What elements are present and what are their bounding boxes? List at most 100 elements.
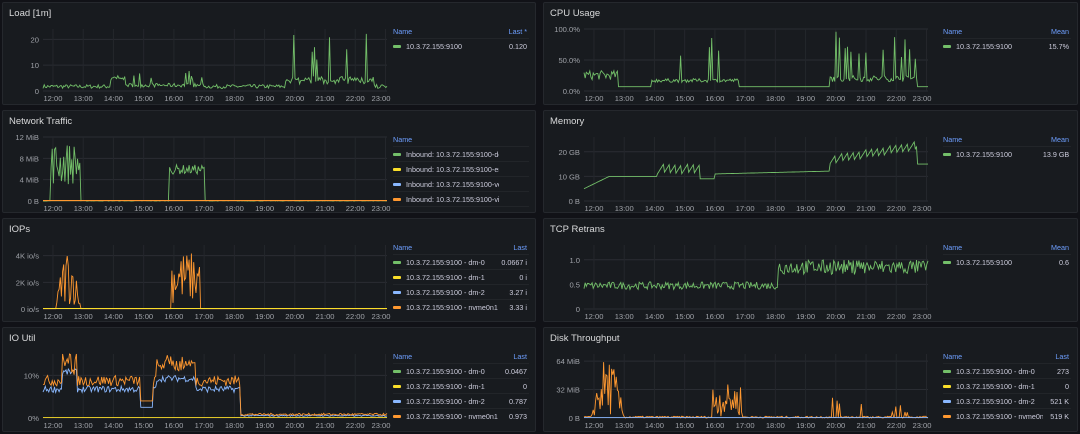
series-color-swatch bbox=[393, 385, 401, 389]
legend-header-value[interactable]: Last bbox=[1055, 352, 1069, 361]
legend-cpu[interactable]: Name Mean 10.3.72.155:9100 15.7% bbox=[943, 25, 1071, 53]
panel-tcp-retrans[interactable]: TCP Retrans 1.0 0.5 0 12:00 13:00 14:00 15:00 1… bbox=[543, 218, 1078, 322]
legend-row[interactable]: Inbound: 10.3.72.155:9100-virbr0-nic bbox=[393, 206, 529, 211]
legend-row[interactable]: 10.3.72.155:9100 - dm-0 0.0467 bbox=[393, 363, 529, 379]
legend-header-name[interactable]: Name bbox=[393, 27, 413, 36]
legend-series-value: 0 i bbox=[499, 269, 529, 285]
x-tick-label: 14:00 bbox=[104, 204, 123, 213]
panel-network-traffic[interactable]: Network Traffic 12 MiB 8 MiB 4 MiB 0 B 12:00… bbox=[2, 110, 536, 213]
series-line-green[interactable] bbox=[583, 31, 928, 88]
series-color-swatch bbox=[943, 415, 951, 419]
graph-load[interactable]: 20 10 0 12:00 13:00 14:00 15:00 16:00 17:00 18:00… bbox=[3, 25, 393, 103]
legend-header-name[interactable]: Name bbox=[393, 135, 413, 144]
legend-header-value[interactable]: Last * bbox=[508, 27, 527, 36]
legend-header-value[interactable]: Mean bbox=[1051, 243, 1069, 252]
graph-memory[interactable]: 20 GB 10 GB 0 B 12:00 13:00 14:00 15:00 16:00 17… bbox=[544, 133, 934, 213]
legend-header-value[interactable]: Last bbox=[513, 243, 527, 252]
legend-header-value[interactable]: Mean bbox=[1051, 135, 1069, 144]
x-tick-label: 12:00 bbox=[43, 421, 62, 430]
legend-row[interactable]: 10.3.72.155:9100 13.9 GB bbox=[943, 146, 1071, 161]
panel-io-util[interactable]: IO Util 10% 0% 12:00 13:00 14:00 15:00 16:00 17… bbox=[2, 327, 536, 432]
graph-cpu[interactable]: 100.0% 50.0% 0.0% 12:00 13:00 14:00 15:00 16:00… bbox=[544, 25, 934, 103]
legend-tcp[interactable]: Name Mean 10.3.72.155:9100 0.6 bbox=[943, 241, 1071, 269]
legend-disk[interactable]: Name Last 10.3.72.155:9100 - dm-0 273 10.3.7… bbox=[943, 350, 1071, 423]
legend-header-name[interactable]: Name bbox=[393, 243, 413, 252]
graph-tcp[interactable]: 1.0 0.5 0 12:00 13:00 14:00 15:00 16:00 17:00 18:… bbox=[544, 241, 934, 321]
x-tick-label: 12:00 bbox=[43, 204, 62, 213]
legend-series-value: 519 K bbox=[1042, 408, 1071, 423]
legend-row[interactable]: 10.3.72.155:9100 - dm-1 0 bbox=[943, 378, 1071, 394]
x-tick-label: 17:00 bbox=[195, 421, 214, 430]
legend-row[interactable]: Inbound: 10.3.72.155:9100-eno1 bbox=[393, 161, 529, 177]
legend-row[interactable]: Inbound: 10.3.72.155:9100-docker0 bbox=[393, 146, 529, 162]
legend-ioutil[interactable]: Name Last 10.3.72.155:9100 - dm-0 0.0467 10.… bbox=[393, 350, 529, 423]
series-line-green[interactable] bbox=[583, 140, 928, 190]
graph-canvas[interactable]: 20 10 0 12:00 13:00 14:00 15:00 16:00 17:00 18:00… bbox=[3, 25, 393, 103]
series-line-green[interactable] bbox=[42, 33, 388, 90]
x-tick-label: 23:00 bbox=[371, 312, 390, 321]
panel-memory[interactable]: Memory 20 GB 10 GB 0 B 12:00 13:00 14:00 15:00… bbox=[543, 110, 1078, 213]
legend-header-value[interactable] bbox=[499, 133, 529, 147]
legend-header-name[interactable]: Name bbox=[943, 27, 963, 36]
graph-disk[interactable]: 64 MiB 32 MiB 0 B 12:00 13:00 14:00 15:00 16:00… bbox=[544, 350, 934, 430]
legend-series-value: 13.9 GB bbox=[1042, 146, 1071, 161]
series-color-swatch bbox=[393, 276, 401, 280]
legend-load[interactable]: Name Last * 10.3.72.155:9100 0.120 bbox=[393, 25, 529, 53]
graph-canvas[interactable]: 12 MiB 8 MiB 4 MiB 0 B 12:00 13:00 14:00 15:00 1… bbox=[3, 133, 393, 213]
graph-canvas[interactable]: 20 GB 10 GB 0 B 12:00 13:00 14:00 15:00 16:00 17… bbox=[544, 133, 934, 213]
series-line-orange[interactable] bbox=[42, 353, 388, 417]
legend-row[interactable]: Inbound: 10.3.72.155:9100-vethecff7a6 bbox=[393, 176, 529, 192]
panel-load[interactable]: Load [1m] 20 10 0 12:00 13:00 14:00 15:00 16:00… bbox=[2, 2, 536, 105]
series-line-blue[interactable] bbox=[42, 367, 388, 417]
x-tick-label: 14:00 bbox=[645, 421, 664, 430]
graph-network[interactable]: 12 MiB 8 MiB 4 MiB 0 B 12:00 13:00 14:00 15:00 1… bbox=[3, 133, 393, 213]
legend-header-value[interactable]: Mean bbox=[1051, 27, 1069, 36]
legend-row[interactable]: 10.3.72.155:9100 - dm-2 521 K bbox=[943, 393, 1071, 409]
legend-row[interactable]: 10.3.72.155:9100 0.120 bbox=[393, 38, 529, 53]
legend-network[interactable]: Name Inbound: 10.3.72.155:9100-docker0 Inb… bbox=[393, 133, 529, 211]
legend-row[interactable]: 10.3.72.155:9100 0.6 bbox=[943, 254, 1071, 269]
graph-iops[interactable]: 4K io/s 2K io/s 0 io/s 12:00 13:00 14:00 15:00… bbox=[3, 241, 393, 321]
legend-header-name[interactable]: Name bbox=[393, 352, 413, 361]
legend-header-name[interactable]: Name bbox=[943, 352, 963, 361]
panel-iops[interactable]: IOPs 4K io/s 2K io/s 0 io/s 12:00 13:00 14:00… bbox=[2, 218, 536, 322]
legend-memory[interactable]: Name Mean 10.3.72.155:9100 13.9 GB bbox=[943, 133, 1071, 161]
series-line-green[interactable] bbox=[42, 145, 388, 202]
legend-row[interactable]: 10.3.72.155:9100 - nvme0n1 0.973 bbox=[393, 408, 529, 423]
legend-series-name: 10.3.72.155:9100 - nvme0n1 bbox=[406, 411, 498, 421]
legend-row[interactable]: 10.3.72.155:9100 - dm-1 0 i bbox=[393, 269, 529, 285]
graph-canvas[interactable]: 64 MiB 32 MiB 0 B 12:00 13:00 14:00 15:00 16:00… bbox=[544, 350, 934, 430]
panel-title: Load [1m] bbox=[9, 8, 52, 19]
legend-row[interactable]: 10.3.72.155:9100 15.7% bbox=[943, 38, 1071, 53]
x-tick-label: 15:00 bbox=[675, 312, 694, 321]
legend-header-value[interactable]: Last bbox=[513, 352, 527, 361]
graph-canvas[interactable]: 4K io/s 2K io/s 0 io/s 12:00 13:00 14:00 15:00… bbox=[3, 241, 393, 321]
graph-canvas[interactable]: 1.0 0.5 0 12:00 13:00 14:00 15:00 16:00 17:00 18:… bbox=[544, 241, 934, 321]
y-tick-label: 0.0% bbox=[563, 87, 581, 96]
legend-header-name[interactable]: Name bbox=[943, 243, 963, 252]
graph-canvas[interactable]: 100.0% 50.0% 0.0%12:00 13:00 14:00 15:00 16:00… bbox=[544, 25, 934, 103]
y-tick-label: 20 bbox=[31, 35, 39, 44]
series-line-orange[interactable] bbox=[43, 253, 387, 310]
x-tick-label: 18:00 bbox=[766, 204, 785, 213]
x-tick-label: 21:00 bbox=[857, 204, 876, 213]
x-tick-label: 23:00 bbox=[371, 421, 390, 430]
legend-row[interactable]: 10.3.72.155:9100 - dm-1 0 bbox=[393, 378, 529, 394]
legend-row[interactable]: 10.3.72.155:9100 - dm-2 0.787 bbox=[393, 393, 529, 409]
graph-canvas[interactable]: 10% 0% 12:00 13:00 14:00 15:00 16:00 17:00 18:00… bbox=[3, 350, 393, 430]
legend-row[interactable]: 10.3.72.155:9100 - nvme0n1 519 K bbox=[943, 408, 1071, 423]
legend-row[interactable]: 10.3.72.155:9100 - dm-0 0.0667 i bbox=[393, 254, 529, 270]
legend-row[interactable]: 10.3.72.155:9100 - nvme0n1 3.33 i bbox=[393, 299, 529, 314]
legend-row[interactable]: 10.3.72.155:9100 - dm-0 273 bbox=[943, 363, 1071, 379]
panel-disk-throughput[interactable]: Disk Throughput 64 MiB 32 MiB 0 B 12:00 13:0… bbox=[543, 327, 1078, 432]
legend-row[interactable]: Inbound: 10.3.72.155:9100-virbr0 bbox=[393, 191, 529, 207]
series-line-green[interactable] bbox=[583, 258, 929, 291]
panel-cpu[interactable]: CPU Usage 100.0% 50.0% 0.0% 12:00 13:00 14:00… bbox=[543, 2, 1078, 105]
x-tick-label: 19:00 bbox=[255, 421, 274, 430]
x-tick-label: 17:00 bbox=[195, 312, 214, 321]
legend-header-name[interactable]: Name bbox=[943, 135, 963, 144]
x-tick-label: 12:00 bbox=[584, 94, 603, 103]
legend-row[interactable]: 10.3.72.155:9100 - dm-2 3.27 i bbox=[393, 284, 529, 300]
graph-ioutil[interactable]: 10% 0% 12:00 13:00 14:00 15:00 16:00 17:00 18:00… bbox=[3, 350, 393, 430]
